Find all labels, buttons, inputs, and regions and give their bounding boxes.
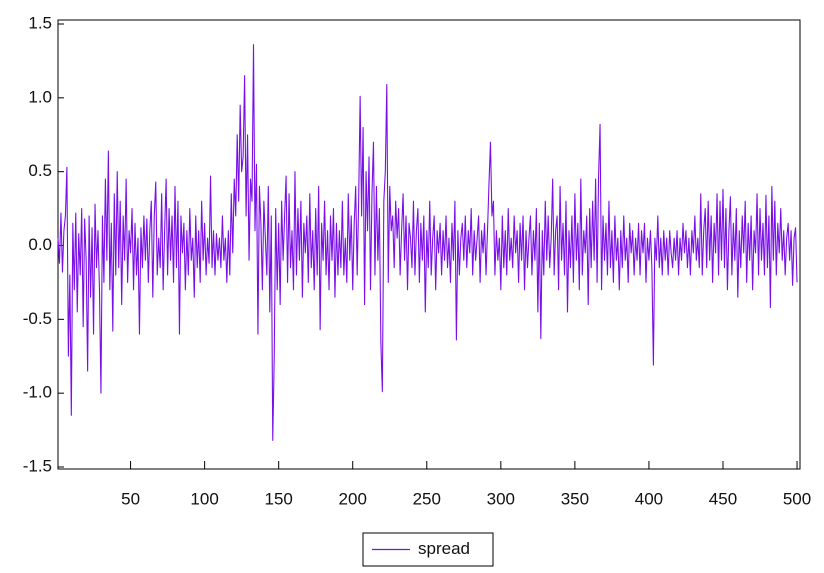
x-tick-label: 300 [487, 489, 515, 508]
y-tick-label: -1.0 [23, 383, 52, 402]
x-tick-label: 150 [264, 489, 292, 508]
x-tick-label: 100 [190, 489, 218, 508]
data-line [57, 44, 798, 441]
y-tick-label: 0.0 [28, 235, 52, 254]
x-tick-label: 50 [121, 489, 140, 508]
y-tick-label: 1.5 [28, 13, 52, 32]
y-tick-label: 0.5 [28, 161, 52, 180]
x-tick-label: 200 [339, 489, 367, 508]
y-tick-label: 1.0 [28, 87, 52, 106]
x-tick-label: 250 [413, 489, 441, 508]
legend-label: spread [418, 539, 470, 558]
x-tick-label: 350 [561, 489, 589, 508]
x-tick-label: 450 [709, 489, 737, 508]
y-tick-label: -1.5 [23, 456, 52, 475]
y-tick-label: -0.5 [23, 309, 52, 328]
x-tick-label: 400 [635, 489, 663, 508]
x-tick-label: 500 [783, 489, 811, 508]
